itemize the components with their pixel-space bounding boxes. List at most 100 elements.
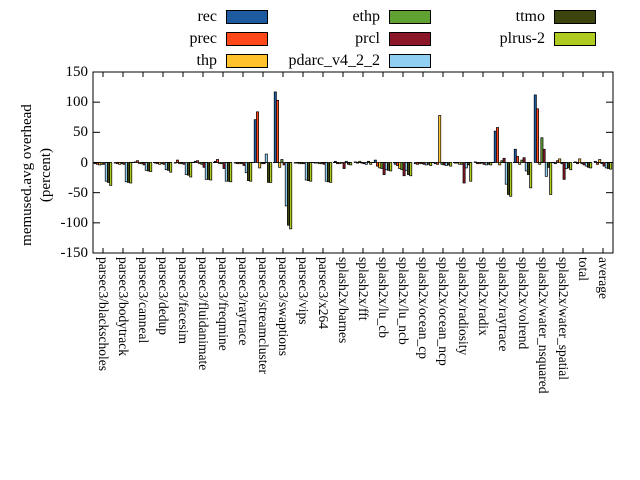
bar-prec: [176, 159, 179, 163]
legend-label: prec: [189, 30, 217, 47]
x-tick-label: parsec3/blackscholes: [96, 257, 111, 371]
legend-column-2: ethp prcl pdarc_v4_2_2: [230, 6, 431, 72]
legend-swatch: [554, 32, 596, 46]
bar-plrus-2: [209, 162, 213, 181]
x-tick-label: splash2x/raytrace: [496, 257, 511, 352]
x-tick-label: splash2x/radix: [476, 257, 491, 336]
bar-plrus-2: [509, 162, 513, 197]
bar-plrus-2: [609, 162, 613, 170]
bar-ethp: [280, 159, 284, 163]
x-tick-label: parsec3/streamcluster: [256, 257, 271, 374]
legend-label: pdarc_v4_2_2: [288, 52, 380, 69]
bar-prec: [516, 156, 519, 163]
bar-plrus-2: [149, 162, 153, 172]
bar-plrus-2: [229, 162, 233, 183]
x-tick-label: parsec3/dedup: [156, 257, 171, 335]
x-tick-label: splash2x/radiosity: [456, 257, 471, 356]
y-tick-label: 100: [65, 94, 89, 111]
bar-plrus-2: [529, 162, 533, 189]
x-tick-label: parsec3/fluidanimate: [196, 257, 211, 371]
legend-column-1: rec prec thp: [67, 6, 268, 72]
bar-plrus-2: [289, 162, 293, 230]
bar-prcl: [342, 162, 346, 169]
legend-label: ethp: [352, 8, 380, 25]
legend-swatch: [389, 10, 431, 24]
x-tick-label: parsec3/facesim: [176, 257, 191, 344]
bar-thp: [578, 158, 582, 163]
bar-prcl: [522, 157, 526, 163]
bar-prec: [256, 111, 259, 163]
bar-plrus-2: [309, 162, 313, 182]
bar-thp: [278, 162, 282, 168]
bar-plrus-2: [249, 162, 253, 182]
bar-plrus-2: [469, 162, 473, 182]
bar-prec: [196, 160, 199, 163]
legend-label: rec: [197, 8, 217, 25]
bar-plrus-2: [269, 162, 273, 183]
bar-prec: [436, 162, 439, 165]
x-tick-label: parsec3/bodytrack: [116, 257, 131, 356]
bar-rec: [513, 148, 517, 163]
legend-column-3: ttmo plrus-2: [395, 6, 596, 50]
legend-item: plrus-2: [395, 28, 596, 50]
x-tick-label: splash2x/water_nsquared: [536, 257, 551, 394]
y-tick-label: -150: [60, 245, 89, 261]
bar-rec: [593, 160, 597, 163]
legend-item: ethp: [230, 6, 431, 28]
bar-plrus-2: [429, 162, 433, 166]
bar-prec: [536, 108, 539, 163]
legend-label: ttmo: [515, 8, 545, 25]
bar-prec: [576, 162, 579, 165]
bar-thp: [358, 160, 362, 163]
bar-rec: [373, 159, 377, 163]
y-tick-label: 50: [73, 124, 88, 141]
x-tick-label: splash2x/lu_ncb: [396, 257, 411, 345]
bar-thp: [558, 158, 562, 163]
bar-prec: [216, 159, 219, 163]
legend-swatch: [389, 54, 431, 68]
legend-item: rec: [67, 6, 268, 28]
bar-prec: [596, 162, 599, 165]
y-tick-label: 150: [65, 64, 89, 80]
bar-thp: [598, 159, 602, 163]
x-tick-label: parsec3/vips: [296, 257, 311, 325]
bar-plrus-2: [389, 162, 393, 172]
bar-plrus-2: [169, 162, 173, 173]
legend-item: prcl: [230, 28, 431, 50]
bar-plrus-2: [589, 162, 593, 169]
legend-item: prec: [67, 28, 268, 50]
bar-prcl: [262, 162, 266, 165]
legend-swatch: [389, 32, 431, 46]
bar-plrus-2: [449, 162, 453, 167]
bar-pdarc_v4_2_2: [544, 162, 548, 177]
x-tick-label: parsec3/raytrace: [236, 257, 251, 346]
legend-label: plrus-2: [499, 30, 545, 47]
bar-pdarc_v4_2_2: [264, 153, 268, 163]
bar-prcl: [542, 148, 546, 163]
bar-thp: [438, 115, 442, 163]
x-tick-label: parsec3/swaptions: [276, 257, 291, 356]
bar-plrus-2: [369, 162, 373, 165]
bar-ttmo: [367, 160, 370, 163]
bar-plrus-2: [129, 162, 133, 184]
legend-swatch: [226, 10, 268, 24]
bar-prcl: [502, 157, 506, 163]
bar-plrus-2: [409, 162, 413, 177]
legend-label: prcl: [355, 30, 380, 47]
x-tick-label: parsec3/x264: [316, 257, 331, 329]
x-tick-label: splash2x/fft: [356, 257, 371, 321]
bar-prcl: [462, 162, 466, 184]
bar-thp: [258, 162, 262, 169]
bar-rec: [553, 162, 557, 165]
bar-plrus-2: [189, 162, 193, 178]
legend-label: thp: [196, 52, 217, 69]
x-tick-label: splash2x/lu_cb: [376, 257, 391, 338]
bar-rec: [333, 160, 337, 163]
bar-plrus-2: [569, 162, 573, 171]
y-tick-label: -50: [68, 184, 88, 201]
bar-plrus-2: [489, 162, 493, 166]
bar-plrus-2: [549, 162, 553, 195]
x-tick-label: average: [596, 257, 611, 299]
bar-pdarc_v4_2_2: [364, 162, 368, 165]
